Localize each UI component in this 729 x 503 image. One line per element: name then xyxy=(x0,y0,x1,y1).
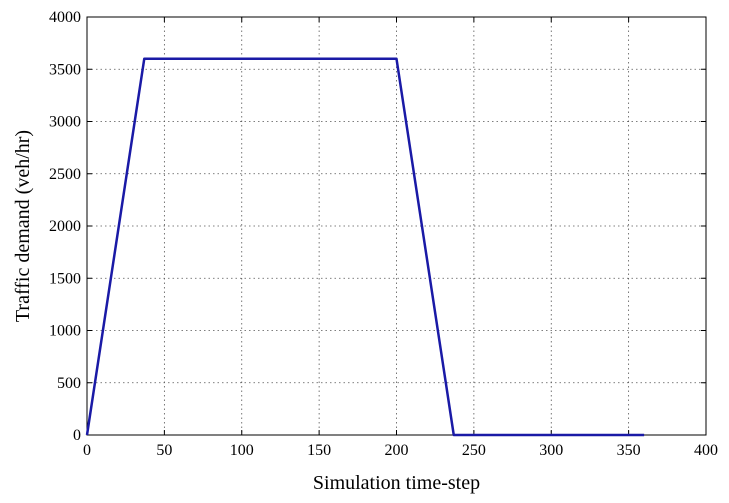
x-tick-label: 50 xyxy=(156,442,172,459)
y-tick-label: 2000 xyxy=(49,218,81,235)
x-tick-label: 400 xyxy=(694,442,718,459)
x-tick-label: 350 xyxy=(617,442,641,459)
y-tick-label: 3500 xyxy=(49,61,81,78)
x-tick-label: 200 xyxy=(385,442,409,459)
label-layer: 0 50 100 150 200 250 300 350 4000500100015002000… xyxy=(49,9,718,459)
x-tick-label: 150 xyxy=(307,442,331,459)
y-tick-label: 3000 xyxy=(49,114,81,131)
x-tick-label: 250 xyxy=(462,442,486,459)
y-tick-label: 1000 xyxy=(49,323,81,340)
y-tick-label: 2500 xyxy=(49,166,81,183)
series-line xyxy=(85,57,645,437)
y-tick-label: 1500 xyxy=(49,270,81,287)
y-tick-label: 0 xyxy=(73,427,81,444)
x-tick-label: 300 xyxy=(539,442,563,459)
series-layer xyxy=(85,57,645,437)
x-tick-label: 100 xyxy=(230,442,254,459)
y-tick-label: 500 xyxy=(57,375,81,392)
x-tick-label: 0 xyxy=(83,442,91,459)
x-axis-title: Simulation time-step xyxy=(313,472,480,494)
y-tick-label: 4000 xyxy=(49,9,81,26)
y-axis-title: Traffic demand (veh/hr) xyxy=(12,130,34,322)
